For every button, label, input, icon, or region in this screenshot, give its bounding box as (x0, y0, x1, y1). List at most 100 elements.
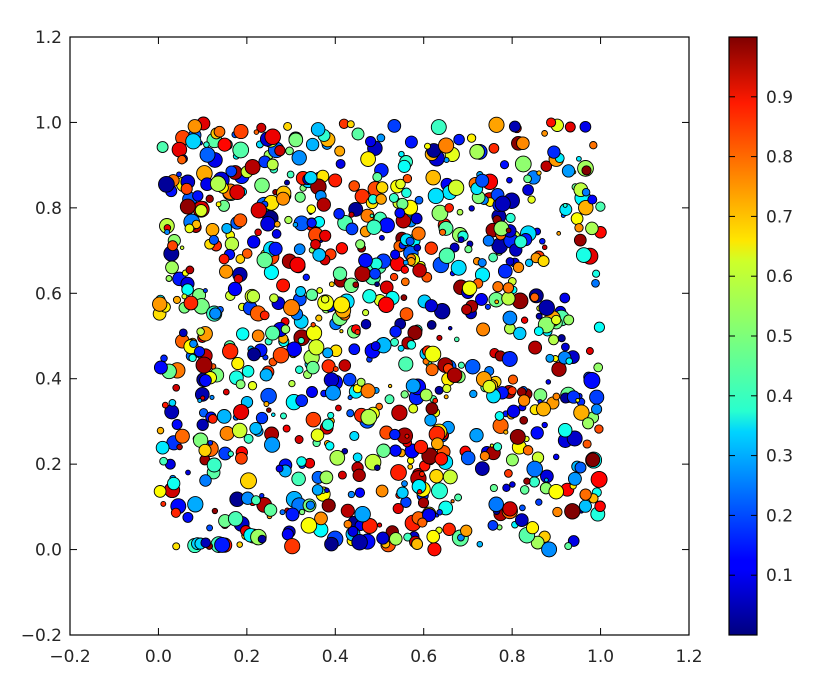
scatter-point (294, 191, 306, 203)
scatter-point (207, 440, 214, 446)
scatter-point (260, 387, 277, 405)
scatter-point (407, 463, 414, 470)
scatter-point (505, 257, 515, 266)
scatter-point (167, 476, 181, 491)
scatter-point (522, 184, 534, 196)
scatter-point (161, 401, 169, 409)
scatter-point (156, 141, 169, 154)
scatter-point (541, 244, 548, 251)
scatter-point (319, 470, 334, 485)
scatter-point (514, 235, 528, 249)
x-tick-label: 0.8 (499, 647, 526, 667)
scatter-point (390, 249, 401, 260)
scatter-point (343, 519, 353, 529)
scatter-point (389, 325, 402, 338)
scatter-point (450, 259, 467, 276)
scatter-point (461, 280, 478, 296)
scatter-point (413, 439, 429, 454)
scatter-point (323, 372, 340, 388)
scatter-point (294, 435, 304, 444)
scatter-point (508, 120, 521, 133)
scatter-point (361, 518, 378, 534)
scatter-point (156, 426, 165, 435)
scatter-point (426, 529, 440, 544)
scatter-point (233, 213, 248, 228)
scatter-point (591, 278, 600, 288)
scatter-point (578, 199, 594, 216)
scatter-point (200, 537, 211, 548)
scatter-point (292, 221, 299, 228)
scatter-point (507, 374, 519, 385)
scatter-point (276, 278, 291, 293)
scatter-point (247, 235, 261, 249)
scatter-point (271, 229, 282, 239)
colorbar-tick-label: 0.1 (766, 566, 793, 586)
scatter-point (180, 182, 193, 195)
scatter-point (450, 499, 455, 504)
scatter-point (425, 402, 439, 415)
scatter-point (185, 265, 195, 275)
scatter-point (457, 236, 465, 243)
scatter-point (284, 215, 293, 225)
scatter-point (460, 450, 476, 466)
scatter-point (389, 444, 402, 457)
scatter-point (583, 372, 601, 389)
scatter-point (283, 299, 300, 317)
scatter-point (264, 128, 281, 146)
scatter-point (375, 193, 387, 205)
scatter-point (167, 240, 179, 252)
scatter-point (552, 453, 560, 461)
scatter-point (346, 120, 355, 129)
scatter-point (215, 201, 222, 208)
scatter-point (375, 484, 389, 498)
scatter-point (538, 299, 555, 316)
scatter-point (566, 430, 583, 447)
scatter-point (493, 442, 503, 452)
scatter-point (502, 501, 518, 517)
scatter-point (227, 511, 244, 527)
scatter-point (315, 314, 323, 322)
scatter-point (488, 252, 498, 263)
scatter-point (253, 129, 260, 135)
scatter-point (379, 217, 395, 234)
scatter-point (273, 220, 281, 228)
scatter-point (199, 474, 212, 487)
scatter-point (246, 289, 261, 304)
scatter-point (165, 275, 173, 282)
x-tick-label: 0.2 (233, 647, 260, 667)
scatter-point (306, 217, 317, 229)
scatter-point (182, 511, 194, 523)
scatter-point (165, 260, 179, 275)
scatter-point (581, 187, 591, 197)
scatter-point (401, 187, 412, 199)
scatter-point (536, 170, 542, 176)
scatter-point (397, 344, 405, 352)
scatter-point (502, 310, 518, 326)
scatter-point (291, 150, 307, 166)
scatter-point (360, 408, 378, 426)
scatter-point (219, 425, 235, 441)
scatter-point (546, 117, 557, 128)
scatter-point (329, 449, 346, 466)
colorbar-tick-label: 0.9 (766, 88, 793, 108)
scatter-point (400, 390, 409, 399)
scatter-point (284, 179, 290, 186)
scatter-point (402, 173, 413, 184)
scatter-point (231, 422, 248, 439)
scatter-point (251, 329, 265, 343)
scatter-point (417, 489, 423, 495)
scatter-point (545, 353, 555, 363)
y-tick-label: 0.6 (35, 284, 62, 304)
scatter-point (519, 485, 530, 495)
scatter-point (328, 173, 343, 188)
x-tick-label: 0.4 (322, 647, 349, 667)
scatter-point (332, 366, 339, 373)
scatter-point (211, 507, 219, 515)
scatter-point (305, 500, 316, 510)
scatter-point (576, 155, 582, 162)
axes-frame (69, 36, 690, 636)
scatter-point (321, 498, 336, 513)
scatter-point (400, 265, 409, 274)
scatter-point (345, 222, 359, 236)
